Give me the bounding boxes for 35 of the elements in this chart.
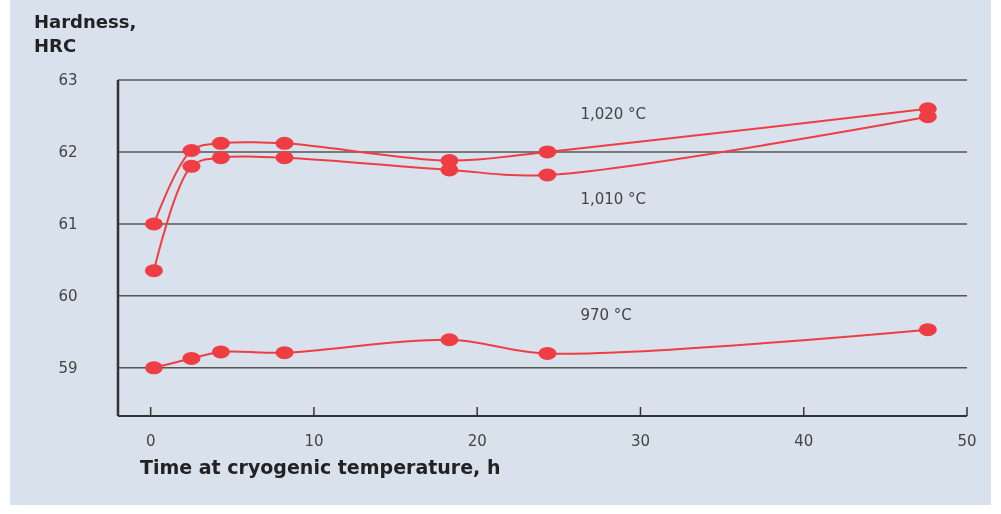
point <box>211 136 230 150</box>
point <box>538 145 557 159</box>
x-tick-label: 50 <box>957 432 977 450</box>
point <box>275 346 294 360</box>
point <box>440 163 459 177</box>
y-tick-label: 59 <box>58 358 78 377</box>
x-tick-label: 30 <box>630 432 651 450</box>
point <box>144 361 163 375</box>
point <box>211 345 230 359</box>
x-axis-title: Time at cryogenic temperature, h <box>140 456 501 478</box>
x-tick-label: 10 <box>304 432 324 450</box>
point <box>538 346 557 360</box>
point <box>918 110 937 124</box>
y-axis-title: Hardness, HRC <box>34 11 137 56</box>
point <box>211 151 230 165</box>
x-tick-label: 0 <box>145 432 156 450</box>
y-tick-label: 61 <box>58 214 78 233</box>
series-label: 1,020 °C <box>580 104 647 123</box>
point <box>275 151 294 165</box>
point <box>275 136 294 150</box>
point <box>182 144 201 158</box>
y-tick-label: 63 <box>58 71 78 89</box>
series-label: 970 °C <box>580 306 632 325</box>
point <box>144 264 163 278</box>
y-tick-label: 60 <box>58 286 78 305</box>
point <box>918 323 937 337</box>
point <box>182 351 201 365</box>
x-tick-label: 40 <box>794 432 814 450</box>
y-tick-label: 62 <box>58 142 78 161</box>
point <box>538 168 557 182</box>
point <box>440 333 459 347</box>
series-label: 1,010 °C <box>580 189 647 208</box>
x-tick-label: 20 <box>467 432 487 450</box>
point <box>182 159 201 173</box>
point <box>144 217 163 231</box>
